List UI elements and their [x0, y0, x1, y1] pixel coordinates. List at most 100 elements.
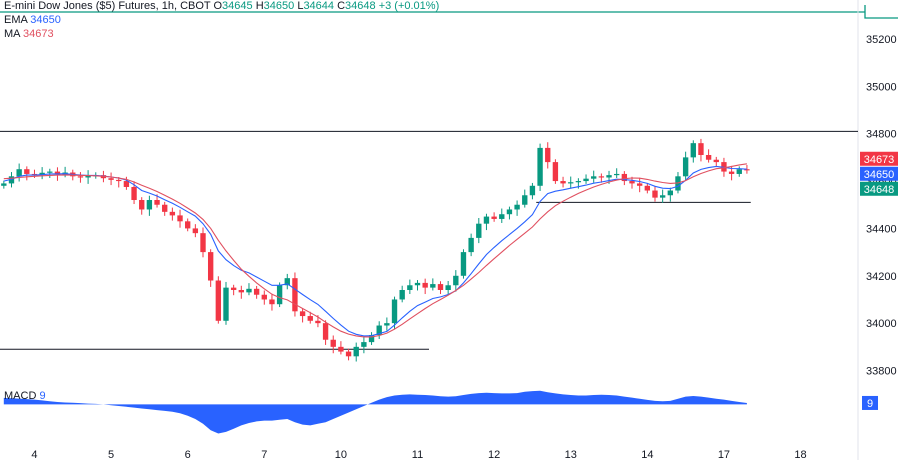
time-axis: 4 5 6 7 10 11 12 13 14 17 18: [31, 449, 806, 460]
candle-body: [414, 282, 421, 286]
candle-body: [47, 171, 53, 173]
candle-body: [460, 252, 467, 276]
candle-body: [522, 195, 528, 205]
candle-body: [54, 171, 61, 175]
candle-body: [292, 278, 298, 312]
ma-value: 34673: [22, 28, 54, 40]
time-tick-label: 18: [794, 449, 806, 460]
price-tag-label: 34650: [864, 169, 895, 181]
candle-body: [261, 294, 267, 300]
last-price-marker: [864, 5, 898, 19]
price-tags: 34673 34650 34648 9: [860, 151, 898, 410]
price-tag: [860, 181, 898, 196]
price-tag: [860, 166, 898, 181]
candle-body: [353, 346, 359, 357]
candle-body: [422, 282, 428, 288]
candle-body: [437, 284, 444, 290]
candle-body: [591, 176, 597, 179]
macd-area: [3, 390, 747, 434]
time-tick-label: 17: [718, 449, 730, 460]
candle-body: [491, 216, 497, 219]
candle-body: [384, 323, 390, 326]
candle-body: [652, 190, 658, 198]
symbol-title: E-mini Dow Jones ($5) Futures, 1h, CBOT: [4, 0, 211, 12]
candle-body: [16, 169, 22, 177]
candle-body: [621, 173, 628, 182]
candle-body: [690, 143, 696, 158]
candle-body: [545, 147, 551, 163]
candle-body: [307, 316, 313, 321]
candle-body: [698, 143, 704, 155]
candle-body: [483, 216, 490, 224]
candle-body: [376, 325, 382, 335]
macd-value: 9: [39, 390, 46, 402]
candle-body: [24, 169, 30, 174]
candle-body: [246, 288, 252, 293]
candle-body: [284, 278, 290, 286]
candle-body: [200, 233, 206, 253]
candle-body: [430, 284, 436, 288]
candle-body: [185, 221, 191, 229]
candle-body: [253, 288, 260, 295]
candle-body: [269, 299, 275, 305]
candle-body: [345, 351, 352, 357]
candle-body: [8, 176, 15, 184]
candle-body: [583, 178, 589, 182]
candle-body: [215, 280, 222, 321]
candle-body: [123, 181, 130, 187]
ma-legend: MA 34673: [4, 28, 54, 40]
price-tick-label: 34400: [866, 223, 897, 235]
macd-legend: MACD 9: [4, 390, 46, 402]
candle-body: [207, 252, 214, 281]
candle-body: [552, 162, 559, 182]
price-tag: [860, 151, 898, 166]
candle-body: [514, 204, 520, 210]
price-tick-label: 33800: [866, 366, 897, 378]
price-tick-label: 34200: [866, 271, 897, 283]
time-tick-label: 5: [108, 449, 114, 460]
candle-body: [744, 169, 750, 171]
candle-body: [322, 323, 329, 340]
candle-body: [330, 339, 336, 347]
candle-body: [299, 311, 306, 317]
candle-body: [1, 183, 7, 186]
price-tick-label: 34000: [866, 318, 897, 330]
candle-body: [445, 285, 451, 290]
candle-body: [453, 275, 459, 286]
candle-body: [192, 228, 199, 234]
candle-body: [116, 179, 122, 182]
time-tick-label: 11: [412, 449, 423, 460]
candle-body: [728, 171, 735, 174]
macd-tag: [862, 395, 878, 410]
candle-body: [682, 157, 689, 177]
open-value: 34645: [222, 0, 253, 12]
candle-body: [659, 195, 666, 198]
candle-body: [223, 287, 229, 321]
macd-pane: [3, 390, 747, 434]
candle-body: [139, 200, 145, 210]
indicator-lines: [3, 163, 747, 338]
ma-line: [3, 163, 747, 338]
candle-body: [407, 285, 413, 290]
candle-body: [476, 223, 482, 238]
candle-body: [560, 181, 566, 184]
candle-body: [177, 215, 183, 222]
time-tick-label: 13: [565, 449, 577, 460]
candle-body: [276, 285, 283, 305]
support-resistance-lines: [0, 130, 858, 350]
time-tick-label: 10: [335, 449, 347, 460]
candle-body: [230, 287, 237, 290]
candle-body: [636, 183, 643, 186]
candle-body: [238, 290, 244, 293]
candle-body: [399, 290, 405, 300]
macd-tag-label: 9: [867, 398, 873, 410]
low-value: 34644: [303, 0, 335, 12]
candle-body: [361, 342, 367, 347]
candle-body: [667, 190, 673, 196]
candle-body: [713, 159, 719, 163]
candle-body: [736, 169, 742, 174]
candle-body: [108, 178, 114, 180]
candle-body: [468, 237, 474, 253]
ema-legend: EMA 34650: [4, 14, 61, 26]
